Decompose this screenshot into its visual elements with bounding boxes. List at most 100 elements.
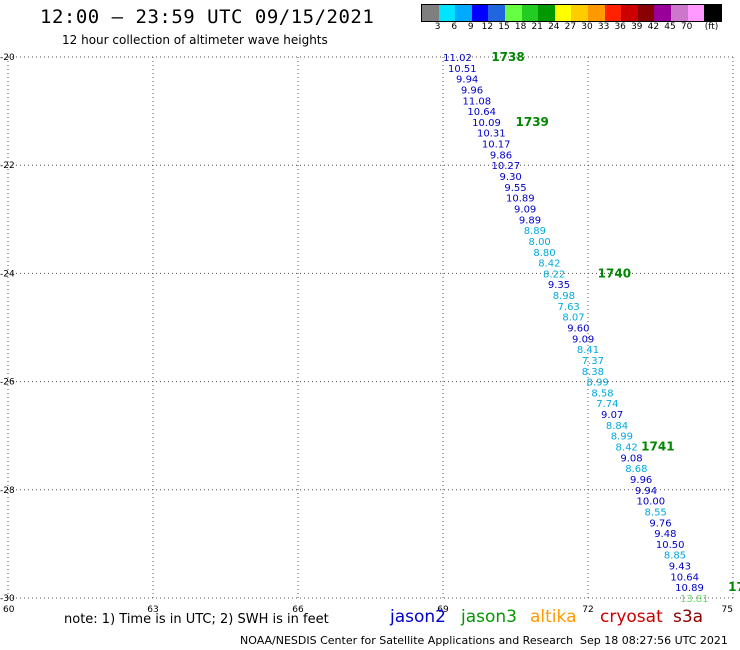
color-swatch: [670, 5, 688, 21]
satellite-legend-altika: altika: [530, 607, 577, 627]
wave-height-value: 8.99: [587, 378, 609, 389]
wave-height-value: 13.81: [680, 594, 709, 605]
wave-height-value: 10.51: [448, 64, 477, 75]
wave-height-value: 9.09: [514, 204, 536, 215]
color-scale-label: (ft): [704, 22, 719, 32]
color-scale-label: 39: [631, 22, 643, 32]
color-swatch: [571, 5, 588, 21]
color-swatch: [704, 5, 721, 21]
wave-height-value: 8.00: [529, 237, 551, 248]
wave-height-value: 8.80: [533, 248, 555, 259]
x-tick-label: 66: [292, 605, 304, 615]
footnote: note: 1) Time is in UTC; 2) SWH is in fe…: [64, 612, 329, 627]
color-swatch: [438, 5, 456, 21]
color-scale-label: 21: [531, 22, 543, 32]
color-scale-label: 9: [467, 22, 474, 32]
color-swatch: [654, 5, 671, 21]
color-scale-label: 42: [647, 22, 660, 32]
wave-height-value: 7.37: [582, 356, 604, 367]
wave-height-value: 8.41: [577, 345, 599, 356]
wave-height-value: 8.85: [664, 551, 686, 562]
wave-height-value: 9.76: [649, 518, 671, 529]
wave-height-value: 9.48: [654, 529, 676, 540]
wave-height-value: 8.58: [591, 388, 613, 399]
footer-timestamp: Sep 18 08:27:56 UTC 2021: [580, 634, 728, 647]
satellite-legend-cryosat: cryosat: [600, 607, 663, 627]
satellite-legend-s3a: s3a: [673, 607, 704, 627]
wave-height-value: 9.07: [601, 410, 623, 421]
chart-title: 12:00 – 23:59 UTC 09/15/2021: [40, 6, 375, 28]
color-swatch: [455, 5, 472, 21]
color-scale-label: 6: [451, 22, 458, 32]
chart-subtitle: 12 hour collection of altimeter wave hei…: [62, 33, 328, 47]
footer-credit: NOAA/NESDIS Center for Satellite Applica…: [240, 634, 574, 647]
satellite-legend-jason3: jason3: [461, 607, 517, 627]
color-scale-label: 45: [664, 22, 676, 32]
x-tick-label: 63: [147, 605, 158, 615]
color-scale-label: 27: [564, 22, 577, 32]
y-tick-label: -30: [0, 594, 15, 604]
wave-height-value: 8.38: [582, 367, 604, 378]
wave-height-value: 10.27: [492, 161, 521, 172]
x-tick-label: 69: [437, 605, 449, 615]
wave-height-value: 10.64: [670, 572, 699, 583]
color-swatch: [521, 5, 539, 21]
wave-height-value: 8.22: [543, 269, 565, 280]
pass-number-label: 1740: [598, 266, 631, 280]
wave-height-value: 8.42: [538, 259, 560, 270]
wave-height-value: 9.30: [500, 172, 522, 183]
wave-height-value: 10.09: [472, 118, 501, 129]
color-scale-labels: 3 6 9 12 15 18 21 24 27 30 33 36 39 42 45 70 (ft): [421, 22, 739, 34]
wave-height-value: 9.43: [669, 562, 691, 573]
wave-height-value: 9.60: [567, 324, 589, 335]
wave-height-value: 8.84: [606, 421, 628, 432]
color-scale-label: 12: [481, 22, 494, 32]
wave-height-value: 10.31: [477, 129, 506, 140]
wave-height-value: 9.35: [548, 280, 570, 291]
color-swatch: [504, 5, 522, 21]
wave-height-value: 9.08: [620, 453, 642, 464]
color-scale-label: 33: [597, 22, 610, 32]
color-swatch: [687, 5, 705, 21]
x-tick-label: 75: [722, 605, 733, 615]
color-scale-label: 18: [514, 22, 527, 32]
color-scale-label: 3: [434, 22, 441, 32]
wave-height-value: 7.74: [596, 399, 618, 410]
y-tick-label: -22: [0, 161, 15, 171]
color-swatch: [621, 5, 638, 21]
wave-height-value: 10.00: [637, 497, 666, 508]
y-tick-label: -24: [0, 269, 15, 279]
wave-height-value: 9.94: [635, 486, 657, 497]
wave-height-value: 8.42: [616, 443, 638, 454]
pass-number-label: 1739: [516, 115, 549, 129]
wave-height-value: 10.64: [467, 107, 496, 118]
color-swatch: [471, 5, 489, 21]
wave-height-value: 8.07: [562, 313, 584, 324]
color-scale-label: 30: [581, 22, 593, 32]
wave-height-value: 10.50: [656, 540, 685, 551]
color-swatch: [488, 5, 505, 21]
pass-number-label: 1738: [491, 50, 524, 64]
color-swatch: [554, 5, 572, 21]
wave-height-value: 8.55: [645, 507, 667, 518]
wave-height-value: 9.96: [461, 85, 483, 96]
wave-height-value: 9.89: [519, 215, 541, 226]
color-swatch: [604, 5, 622, 21]
wave-height-value: 9.86: [490, 150, 512, 161]
y-tick-label: -20: [0, 53, 15, 63]
x-tick-label: 60: [3, 605, 15, 615]
color-scale-label: 15: [498, 22, 510, 32]
satellite-legend-jason2: jason2: [390, 607, 446, 627]
wave-height-value: 10.89: [675, 583, 704, 594]
color-swatch: [538, 5, 555, 21]
color-swatch: [587, 5, 605, 21]
wave-height-value: 9.96: [630, 475, 652, 486]
pass-number-label: 1741: [641, 440, 674, 454]
wave-height-value: 10.17: [482, 140, 511, 151]
wave-height-value: 7.63: [558, 302, 580, 313]
color-swatch: [422, 5, 439, 21]
wave-height-value: 9.94: [456, 75, 478, 86]
color-scale-label: 36: [614, 22, 626, 32]
color-scale-label: 70: [680, 22, 693, 32]
